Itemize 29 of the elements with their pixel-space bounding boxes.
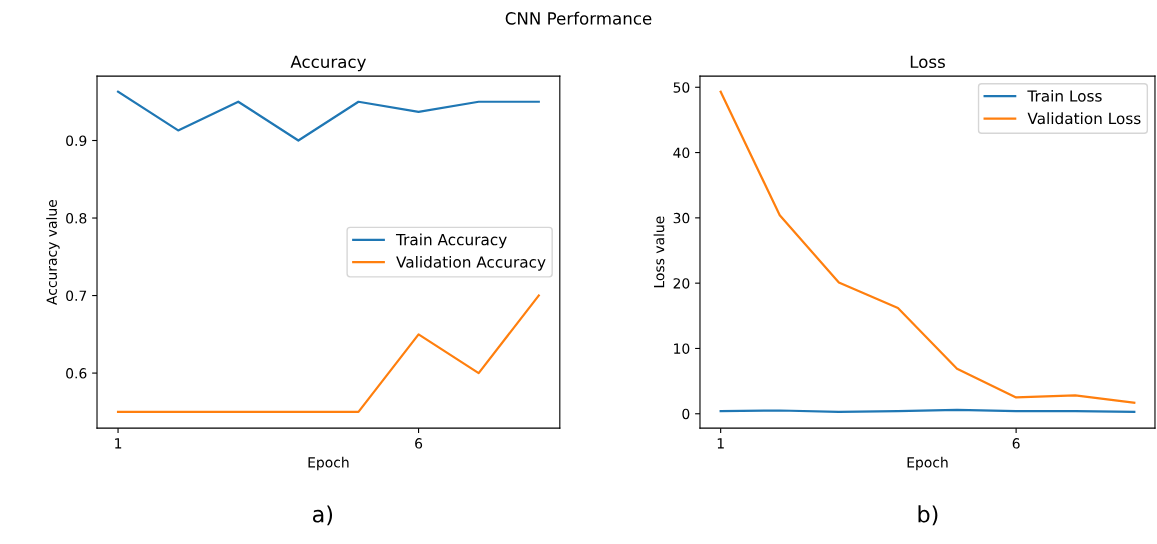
y-axis-title: Loss value [653,216,665,288]
legend-label: Train Loss [1027,89,1102,102]
legend-label: Validation Loss [1027,112,1141,125]
text: CNN Performance [505,11,652,25]
x-tick-label: 1 [717,438,724,449]
y-tick-label: 30 [673,212,690,224]
y-tick-label: 0.9 [66,135,87,146]
y-tick-label: 10 [674,343,690,354]
legend-label: Train Accuracy [395,233,507,249]
x-axis-title: Epoch [907,456,948,471]
y-tick-label: 0 [682,408,690,420]
text: b) [918,505,938,526]
y-tick-label: 40 [673,147,690,159]
chart-title: Accuracy [290,55,366,72]
line-series [116,294,540,413]
x-tick-label: 6 [415,438,423,449]
x-axis-title: Epoch [308,456,349,471]
y-tick-label: 0.6 [66,368,87,379]
y-axis-title: Accuracy value [46,200,60,305]
chart-title: Loss [910,55,945,69]
legend-label: Validation Accuracy [396,255,546,271]
y-tick-label: 0.7 [66,290,87,302]
y-tick-label: 50 [673,82,690,93]
x-tick-label: 1 [115,438,122,449]
line-series [116,90,540,142]
text: a) [312,505,333,526]
x-tick-label: 6 [1012,438,1020,449]
y-tick-label: 20 [673,278,690,289]
y-tick-label: 0.8 [66,213,87,224]
